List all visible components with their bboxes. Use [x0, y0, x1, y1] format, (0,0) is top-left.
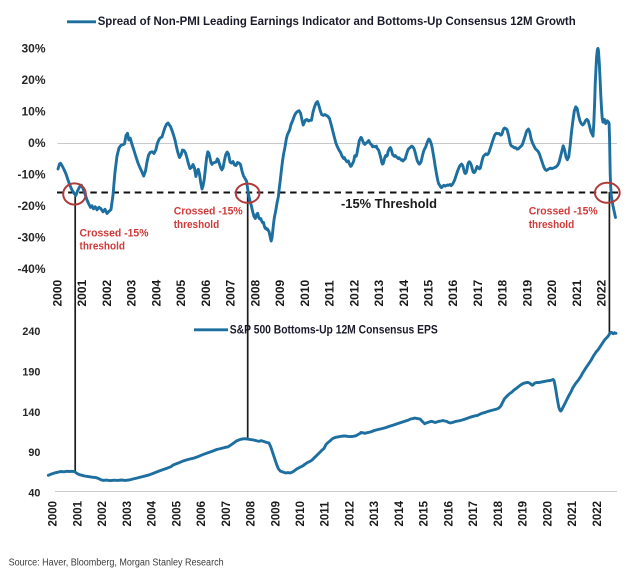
- svg-text:90: 90: [28, 447, 40, 459]
- svg-text:2006: 2006: [196, 501, 208, 527]
- svg-text:2022: 2022: [595, 279, 609, 306]
- svg-text:S&P 500 Bottoms-Up 12M Consens: S&P 500 Bottoms-Up 12M Consensus EPS: [230, 322, 438, 336]
- svg-text:threshold: threshold: [80, 241, 126, 253]
- svg-text:2003: 2003: [125, 279, 139, 306]
- svg-text:Crossed -15%: Crossed -15%: [174, 206, 243, 218]
- svg-text:2006: 2006: [199, 279, 213, 306]
- svg-text:2005: 2005: [174, 279, 188, 306]
- svg-text:2001: 2001: [75, 279, 89, 306]
- svg-text:2018: 2018: [493, 500, 505, 526]
- svg-text:2013: 2013: [369, 501, 381, 527]
- svg-text:2022: 2022: [592, 501, 604, 527]
- svg-text:2017: 2017: [468, 501, 480, 527]
- svg-text:190: 190: [22, 367, 40, 379]
- svg-text:2015: 2015: [422, 279, 436, 306]
- svg-text:2012: 2012: [345, 501, 357, 527]
- svg-text:2016: 2016: [443, 501, 455, 527]
- svg-text:2002: 2002: [100, 279, 114, 306]
- svg-text:2020: 2020: [542, 501, 554, 527]
- svg-text:2008: 2008: [246, 500, 258, 526]
- svg-text:2001: 2001: [72, 500, 84, 526]
- svg-text:30%: 30%: [21, 42, 45, 56]
- svg-text:0%: 0%: [28, 136, 46, 150]
- svg-text:2009: 2009: [273, 279, 287, 306]
- svg-text:2013: 2013: [372, 279, 386, 306]
- svg-text:2014: 2014: [397, 279, 411, 306]
- svg-text:2004: 2004: [149, 279, 163, 306]
- svg-text:2012: 2012: [347, 279, 361, 306]
- svg-text:-15% Threshold: -15% Threshold: [341, 196, 437, 211]
- svg-text:Spread of Non-PMI Leading Earn: Spread of Non-PMI Leading Earnings Indic…: [98, 16, 576, 28]
- svg-text:2009: 2009: [270, 501, 282, 527]
- svg-text:2015: 2015: [419, 500, 431, 526]
- svg-text:2011: 2011: [323, 280, 337, 306]
- svg-text:threshold: threshold: [529, 219, 575, 231]
- svg-text:2007: 2007: [224, 279, 238, 306]
- svg-text:20%: 20%: [21, 73, 45, 87]
- svg-text:-10%: -10%: [17, 168, 45, 182]
- svg-text:threshold: threshold: [174, 219, 220, 231]
- svg-text:2010: 2010: [298, 279, 312, 306]
- svg-text:-40%: -40%: [17, 262, 45, 276]
- svg-text:2000: 2000: [48, 501, 60, 527]
- svg-text:2019: 2019: [521, 279, 535, 306]
- svg-text:2016: 2016: [446, 279, 460, 306]
- svg-text:-20%: -20%: [17, 199, 45, 213]
- svg-text:-30%: -30%: [17, 231, 45, 245]
- svg-text:Crossed -15%: Crossed -15%: [529, 205, 598, 217]
- svg-text:2007: 2007: [221, 501, 233, 527]
- svg-text:2014: 2014: [394, 500, 406, 526]
- svg-text:2011: 2011: [320, 501, 332, 527]
- svg-text:2019: 2019: [518, 501, 530, 527]
- svg-text:2003: 2003: [122, 501, 134, 527]
- svg-text:2004: 2004: [147, 500, 159, 526]
- svg-text:Crossed -15%: Crossed -15%: [80, 227, 149, 239]
- svg-text:2002: 2002: [97, 501, 109, 527]
- svg-text:140: 140: [22, 407, 40, 419]
- svg-text:2021: 2021: [570, 279, 584, 306]
- svg-text:2010: 2010: [295, 501, 307, 527]
- svg-text:Source: Haver, Bloomberg, Morg: Source: Haver, Bloomberg, Morgan Stanley…: [9, 558, 224, 569]
- svg-text:2021: 2021: [567, 500, 579, 526]
- svg-text:40: 40: [28, 488, 40, 500]
- svg-text:2020: 2020: [545, 279, 559, 306]
- svg-text:2008: 2008: [248, 279, 262, 306]
- svg-text:2018: 2018: [496, 279, 510, 306]
- svg-text:2005: 2005: [171, 500, 183, 526]
- svg-text:240: 240: [22, 326, 40, 338]
- svg-text:10%: 10%: [21, 105, 45, 119]
- svg-text:2000: 2000: [50, 279, 64, 306]
- svg-text:2017: 2017: [471, 279, 485, 306]
